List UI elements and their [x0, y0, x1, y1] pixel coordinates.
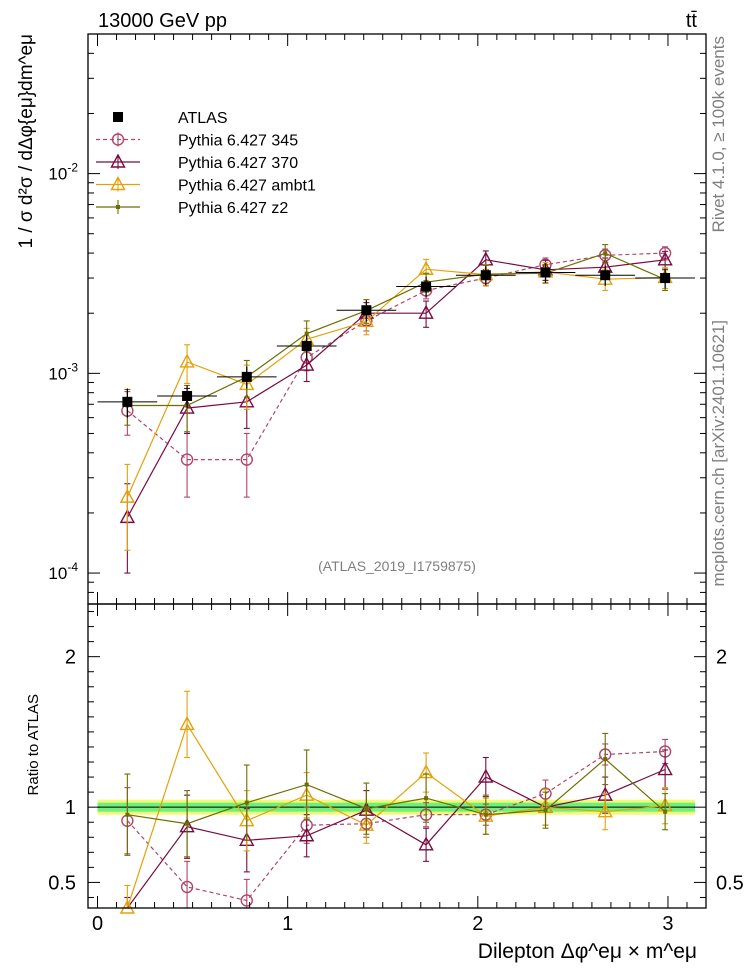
main-y-tick-label: 10-2 [48, 161, 78, 184]
x-axis-label: Dilepton Δφ^eμ × m^eμ [478, 940, 697, 963]
legend: ATLAS Pythia 6.427 345 Pythia 6.427 370 Pyt… [96, 110, 316, 217]
ratio-frame [87, 603, 707, 909]
series-1-ratio-line [126, 750, 666, 902]
x-tick-label: 2 [472, 913, 483, 935]
series-4-ratio-point [125, 812, 130, 817]
series-4-main-line [127, 252, 666, 407]
series-4-ratio-point [424, 796, 429, 801]
main-y-tick-label: 10-3 [48, 360, 78, 383]
series-3-ratio-point [179, 715, 195, 731]
atlas-point [241, 371, 252, 382]
series-4-main-point [603, 251, 608, 256]
series-4-ratio-point [244, 800, 249, 805]
legend-marker [113, 112, 123, 122]
atlas-point [660, 273, 671, 284]
ratio-y-tick-label-left: 1 [65, 797, 76, 819]
series-2-main-point [299, 356, 315, 371]
ratio-plot-area: 0.5 0.5 1 1 2 2 0 1 2 3 [48, 603, 744, 935]
x-tick-label: 0 [92, 913, 103, 935]
series-1-main-point [180, 453, 194, 466]
series-4-ratio-point [483, 812, 488, 817]
legend-label: Pythia 6.427 z2 [178, 200, 288, 217]
series-3-ratio-line [126, 722, 666, 909]
main-plot-area: 10-4 10-3 10-2 [48, 33, 707, 605]
series-3-main-point [119, 488, 136, 503]
series-4-ratio-point [304, 782, 309, 787]
atlas-point [361, 305, 372, 316]
series-2-main-point [418, 304, 434, 319]
legend-label: Pythia 6.427 345 [178, 133, 298, 150]
ratio-y-tick-label-left: 2 [65, 647, 76, 669]
series-1-main-point [240, 453, 253, 466]
ratio-y-tick-label-left: 0.5 [48, 872, 76, 894]
series-3-main-point [179, 353, 195, 368]
series-1-ratio-point [240, 894, 253, 907]
legend-label: ATLAS [178, 110, 228, 127]
atlas-point [540, 267, 551, 278]
series-3-main-line [126, 268, 666, 498]
ratio-y-tick-label-right: 0.5 [716, 872, 744, 894]
atlas-point [421, 281, 432, 292]
series-1-main-line [127, 252, 666, 461]
legend-marker [110, 153, 126, 168]
series-2-main-point [657, 251, 673, 266]
legend-label: Pythia 6.427 370 [178, 155, 298, 172]
side-mcplots-label: mcplots.cern.ch [arXiv:2401.10621] [709, 320, 728, 586]
series-4-ratio-point [663, 809, 668, 814]
atlas-point [122, 396, 133, 407]
series-2-ratio-point [299, 827, 315, 842]
series-2-ratio-point [478, 768, 494, 783]
series-3-ratio-point [597, 803, 613, 818]
series-4-ratio-point [543, 808, 548, 813]
series-2-ratio-point [657, 761, 673, 776]
x-tick-label: 3 [662, 913, 673, 935]
legend-label: Pythia 6.427 ambt1 [178, 178, 316, 195]
main-y-axis-label: 1 / σ d²σ / dΔφ{eμ}dm^eμ [16, 34, 37, 248]
series-4-ratio-point [364, 806, 369, 811]
legend-marker [111, 133, 125, 146]
ratio-y-axis-label: Ratio to ATLAS [25, 694, 42, 795]
header-right: tt̄ [686, 10, 698, 32]
atlas-point [600, 270, 611, 281]
series-4-ratio-point [185, 821, 190, 826]
header-left: 13000 GeV pp [98, 10, 227, 32]
atlas-point [301, 341, 312, 352]
legend-marker [110, 176, 126, 191]
atlas-point [182, 391, 193, 402]
series-2-main-line [126, 259, 666, 518]
series-1-ratio-point [180, 880, 194, 894]
ratio-y-tick-label-right: 1 [716, 797, 727, 819]
ratio-y-tick-label-right: 2 [716, 647, 727, 669]
side-rivet-label: Rivet 4.1.0, ≥ 100k events [709, 36, 728, 232]
main-y-tick-label: 10-4 [48, 560, 78, 583]
series-4-ratio-point [603, 757, 608, 762]
series-4-main-point [304, 331, 309, 336]
legend-marker [116, 205, 120, 209]
analysis-watermark: (ATLAS_2019_I1759875) [318, 558, 476, 574]
series-2-ratio-point [418, 836, 434, 851]
atlas-point [480, 270, 491, 281]
series-2-ratio-line [126, 768, 666, 909]
series-4-ratio-line [127, 758, 666, 825]
series-3-main-point [358, 312, 375, 328]
series-3-ratio-point [119, 899, 136, 914]
x-tick-label: 1 [282, 913, 293, 935]
